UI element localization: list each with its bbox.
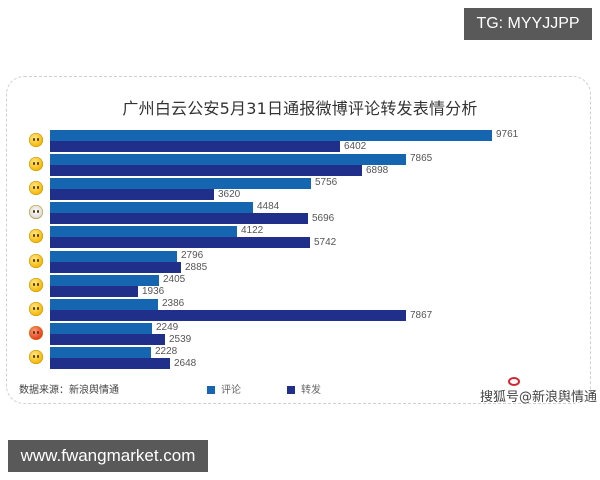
value-label-comment: 2405: [163, 273, 186, 285]
value-label-retweet: 2539: [169, 333, 192, 345]
bar-comment: [50, 346, 151, 358]
legend-swatch-retweet: [287, 386, 295, 394]
chart-title: 广州白云公安5月31日通报微博评论转发表情分析: [122, 99, 478, 118]
emoji-laugh-cry-icon: [29, 301, 43, 316]
value-label-comment: 5756: [315, 177, 338, 189]
bar-retweet: [50, 213, 308, 225]
tg-badge: TG: MYYJJPP: [464, 8, 592, 40]
emoji-smirk-sweat-icon: [29, 133, 43, 147]
value-label-retweet: 2885: [185, 261, 208, 273]
emoji-pucker-icon: [29, 277, 43, 292]
bar-row: 4122 5742: [0, 225, 600, 249]
legend-label-comment: 评论: [221, 385, 241, 396]
value-label-retweet: 2648: [174, 357, 197, 369]
legend-label-retweet: 转发: [301, 385, 321, 396]
bar-row: 2386 7867: [0, 298, 600, 322]
bar-comment: [50, 274, 159, 286]
value-label-comment: 7865: [410, 153, 433, 165]
bar-row: 9761 6402: [0, 129, 600, 153]
bar-comment: [50, 154, 406, 166]
bar-retweet: [50, 357, 170, 369]
emoji-face-palm-thinking-icon: [29, 253, 43, 268]
legend-item-comment: 评论: [207, 381, 241, 396]
watermark: 搜狐号@新浪舆情通: [480, 390, 598, 405]
value-label-retweet: 5742: [314, 237, 337, 249]
bar-comment: [50, 322, 152, 334]
weibo-logo-icon: [508, 377, 520, 386]
emoji-blessing-icon: [29, 229, 43, 244]
bar-row: 2249 2539: [0, 322, 600, 346]
bar-row: 4484 5696: [0, 201, 600, 225]
bar-retweet: [50, 309, 406, 321]
value-label-retweet: 1936: [142, 285, 165, 297]
bar-comment: [50, 202, 253, 214]
value-label-comment: 2249: [156, 321, 179, 333]
bar-retweet: [50, 189, 214, 201]
bar-row: 7865 6898: [0, 153, 600, 177]
bar-retweet: [50, 165, 362, 177]
bar-comment: [50, 178, 311, 190]
value-label-retweet: 6402: [344, 141, 367, 152]
value-label-comment: 2796: [181, 249, 204, 261]
bar-retweet: [50, 261, 181, 273]
bar-row: 2228 2648: [0, 346, 600, 370]
bar-comment: [50, 226, 237, 238]
url-badge: www.fwangmarket.com: [8, 440, 208, 472]
value-label-comment: 4122: [241, 225, 264, 237]
value-label-retweet: 5696: [312, 213, 335, 225]
emoji-smile-icon: [29, 157, 43, 172]
bar-retweet: [50, 237, 310, 249]
bar-retweet: [50, 285, 138, 297]
data-source-label: 数据来源：新浪舆情通: [19, 385, 119, 396]
emoji-angry-red-icon: [29, 325, 43, 340]
emoji-thinking-question-icon: [29, 181, 43, 196]
value-label-retweet: 7867: [410, 309, 433, 321]
legend-item-retweet: 转发: [287, 381, 321, 396]
bar-row: 2405 1936: [0, 274, 600, 298]
bar-comment: [50, 130, 492, 141]
emoji-husky-dog-icon: [29, 205, 43, 220]
value-label-retweet: 6898: [366, 165, 389, 177]
value-label-comment: 9761: [496, 129, 519, 140]
value-label-retweet: 3620: [218, 189, 241, 201]
bar-retweet: [50, 141, 340, 152]
value-label-comment: 2386: [162, 297, 185, 309]
emoji-yawn-tired-icon: [29, 349, 43, 364]
legend-swatch-comment: [207, 386, 215, 394]
bar-retweet: [50, 333, 165, 345]
bar-comment: [50, 298, 158, 310]
bar-comment: [50, 250, 177, 262]
value-label-comment: 4484: [257, 201, 280, 213]
value-label-comment: 2228: [155, 345, 178, 357]
bar-row: 5756 3620: [0, 177, 600, 201]
bar-row: 2796 2885: [0, 250, 600, 274]
